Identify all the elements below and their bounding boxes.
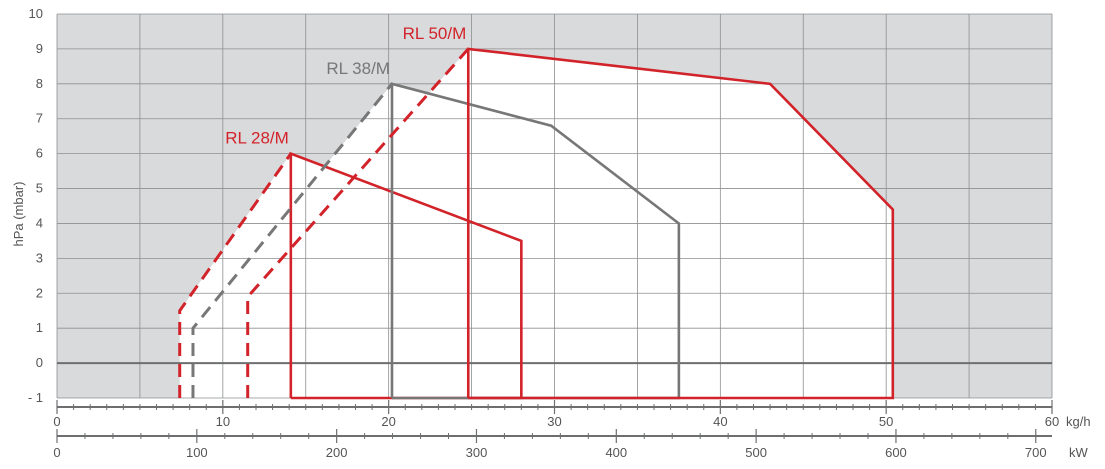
x-tick-label-kgh: 10 (216, 414, 230, 429)
x-axis-kw: 0 100 200 300 400 500 600 700 kW (53, 429, 1089, 460)
x-unit-kw: kW (1069, 445, 1089, 460)
series-dashed-line (246, 47, 470, 398)
x-tick-label-kw: 0 (53, 445, 60, 460)
y-tick-label: 7 (36, 111, 43, 126)
y-axis-title: hPa (mbar) (11, 181, 26, 246)
series-group (178, 47, 895, 400)
x-unit-kgh: kg/h (1066, 414, 1091, 429)
x-tick-label-kgh: 30 (547, 414, 561, 429)
series-dashed-line (191, 82, 394, 398)
x-tick-label-kgh: 40 (713, 414, 727, 429)
series-label: RL 38/M (326, 59, 390, 78)
y-tick-label: 0 (36, 355, 43, 370)
x-tick-label-kgh: 50 (879, 414, 893, 429)
y-tick-label: 8 (36, 76, 43, 91)
y-axis: - 1 0 1 2 3 4 5 6 7 8 9 10 (28, 6, 43, 405)
x-axis-kgh: 0 10 20 30 40 50 60 kg/h (53, 400, 1091, 429)
x-tick-label-kw: 700 (1025, 445, 1047, 460)
x-tick-label-kgh: 20 (381, 414, 395, 429)
y-tick-label: 6 (36, 146, 43, 161)
series-labels: RL 28/M RL 38/M RL 50/M (225, 24, 466, 148)
series-label: RL 50/M (403, 24, 467, 43)
y-tick-label: 1 (36, 320, 43, 335)
series-label: RL 28/M (225, 129, 289, 148)
y-tick-label: 10 (29, 6, 43, 21)
x-tick-label-kw: 300 (466, 445, 488, 460)
y-tick-label: - 1 (28, 390, 43, 405)
x-tick-label-kw: 200 (326, 445, 348, 460)
x-tick-label-kw: 100 (186, 445, 208, 460)
x-tick-label-kw: 400 (605, 445, 627, 460)
series-dashed-line (178, 152, 293, 398)
series-rl-50-m (246, 47, 895, 400)
y-tick-label: 5 (36, 181, 43, 196)
y-tick-label: 9 (36, 41, 43, 56)
y-tick-label: 2 (36, 285, 43, 300)
y-tick-label: 3 (36, 250, 43, 265)
x-tick-label-kw: 500 (745, 445, 767, 460)
x-tick-label-kgh: 0 (53, 414, 60, 429)
series-solid-line (466, 47, 895, 400)
y-tick-label: 4 (36, 215, 43, 230)
x-tick-label-kgh: 60 (1045, 414, 1059, 429)
x-tick-label-kw: 600 (885, 445, 907, 460)
